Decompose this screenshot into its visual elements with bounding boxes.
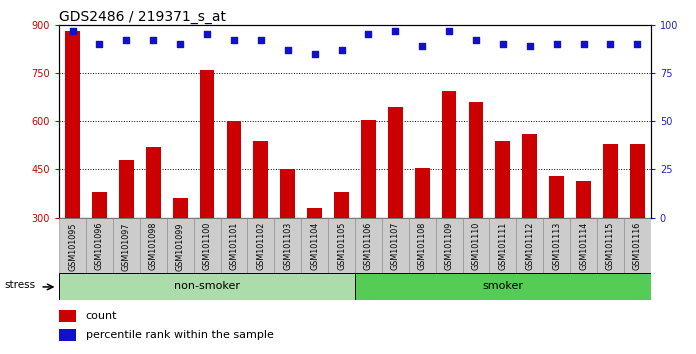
Point — [309, 51, 320, 57]
Point — [498, 41, 509, 47]
Point — [175, 41, 186, 47]
Bar — [86, 218, 113, 273]
Bar — [355, 218, 382, 273]
Bar — [388, 107, 403, 218]
Bar — [355, 273, 651, 300]
Text: GSM101112: GSM101112 — [525, 222, 535, 270]
Text: GSM101101: GSM101101 — [230, 222, 239, 270]
Point — [67, 28, 78, 33]
Bar — [630, 144, 644, 218]
Text: GSM101114: GSM101114 — [579, 222, 588, 270]
Bar — [361, 120, 376, 218]
Point — [443, 28, 454, 33]
Point — [417, 43, 428, 49]
Point — [605, 41, 616, 47]
Text: GSM101109: GSM101109 — [445, 222, 454, 270]
Text: GSM101095: GSM101095 — [68, 222, 77, 270]
Text: count: count — [86, 311, 118, 321]
Bar — [253, 141, 268, 218]
Text: GSM101102: GSM101102 — [256, 222, 265, 270]
Point — [228, 38, 239, 43]
Bar — [227, 121, 242, 218]
Bar — [200, 70, 214, 218]
Bar — [65, 31, 80, 218]
Text: GSM101105: GSM101105 — [337, 222, 346, 270]
Text: stress: stress — [5, 280, 36, 290]
Text: GSM101100: GSM101100 — [203, 222, 212, 270]
Text: GSM101096: GSM101096 — [95, 222, 104, 270]
Bar — [328, 218, 355, 273]
Text: GSM101097: GSM101097 — [122, 222, 131, 270]
Bar — [334, 192, 349, 218]
Point — [470, 38, 482, 43]
Point — [336, 47, 347, 53]
Bar — [307, 208, 322, 218]
Bar — [549, 176, 564, 218]
Point — [148, 38, 159, 43]
Bar — [280, 170, 295, 218]
Bar — [489, 218, 516, 273]
Bar — [274, 218, 301, 273]
Text: GSM101110: GSM101110 — [471, 222, 480, 270]
Bar — [523, 134, 537, 218]
Text: GSM101098: GSM101098 — [149, 222, 158, 270]
Point — [390, 28, 401, 33]
Bar — [167, 218, 193, 273]
Point — [202, 32, 213, 37]
Bar — [119, 160, 134, 218]
Bar — [543, 218, 570, 273]
Bar — [59, 310, 76, 322]
Point — [94, 41, 105, 47]
Point — [524, 43, 535, 49]
Text: GSM101099: GSM101099 — [175, 222, 184, 270]
Text: smoker: smoker — [482, 281, 523, 291]
Text: non-smoker: non-smoker — [174, 281, 240, 291]
Text: GSM101113: GSM101113 — [552, 222, 561, 270]
Point — [121, 38, 132, 43]
Bar — [442, 91, 457, 218]
Point — [282, 47, 293, 53]
Bar — [146, 147, 161, 218]
Text: GSM101111: GSM101111 — [498, 222, 507, 270]
Bar — [140, 218, 167, 273]
Text: GSM101103: GSM101103 — [283, 222, 292, 270]
Bar — [59, 218, 86, 273]
Bar — [247, 218, 274, 273]
Text: GSM101104: GSM101104 — [310, 222, 319, 270]
Bar — [59, 273, 355, 300]
Bar — [576, 181, 591, 218]
Bar — [59, 329, 76, 341]
Bar — [463, 218, 489, 273]
Bar — [92, 192, 107, 218]
Point — [363, 32, 374, 37]
Text: GSM101108: GSM101108 — [418, 222, 427, 270]
Bar — [516, 218, 543, 273]
Text: GDS2486 / 219371_s_at: GDS2486 / 219371_s_at — [59, 10, 226, 24]
Bar — [603, 144, 618, 218]
Bar — [193, 218, 221, 273]
Text: percentile rank within the sample: percentile rank within the sample — [86, 330, 274, 340]
Bar — [624, 218, 651, 273]
Bar — [570, 218, 597, 273]
Text: GSM101106: GSM101106 — [364, 222, 373, 270]
Text: GSM101116: GSM101116 — [633, 222, 642, 270]
Point — [578, 41, 589, 47]
Bar — [597, 218, 624, 273]
Bar — [436, 218, 463, 273]
Bar — [496, 141, 510, 218]
Bar — [221, 218, 247, 273]
Point — [632, 41, 643, 47]
Point — [255, 38, 267, 43]
Bar — [113, 218, 140, 273]
Text: GSM101115: GSM101115 — [606, 222, 615, 270]
Bar — [382, 218, 409, 273]
Bar — [468, 102, 483, 218]
Text: GSM101107: GSM101107 — [390, 222, 400, 270]
Point — [551, 41, 562, 47]
Bar — [415, 168, 429, 218]
Bar — [301, 218, 328, 273]
Bar — [409, 218, 436, 273]
Bar — [173, 198, 187, 218]
